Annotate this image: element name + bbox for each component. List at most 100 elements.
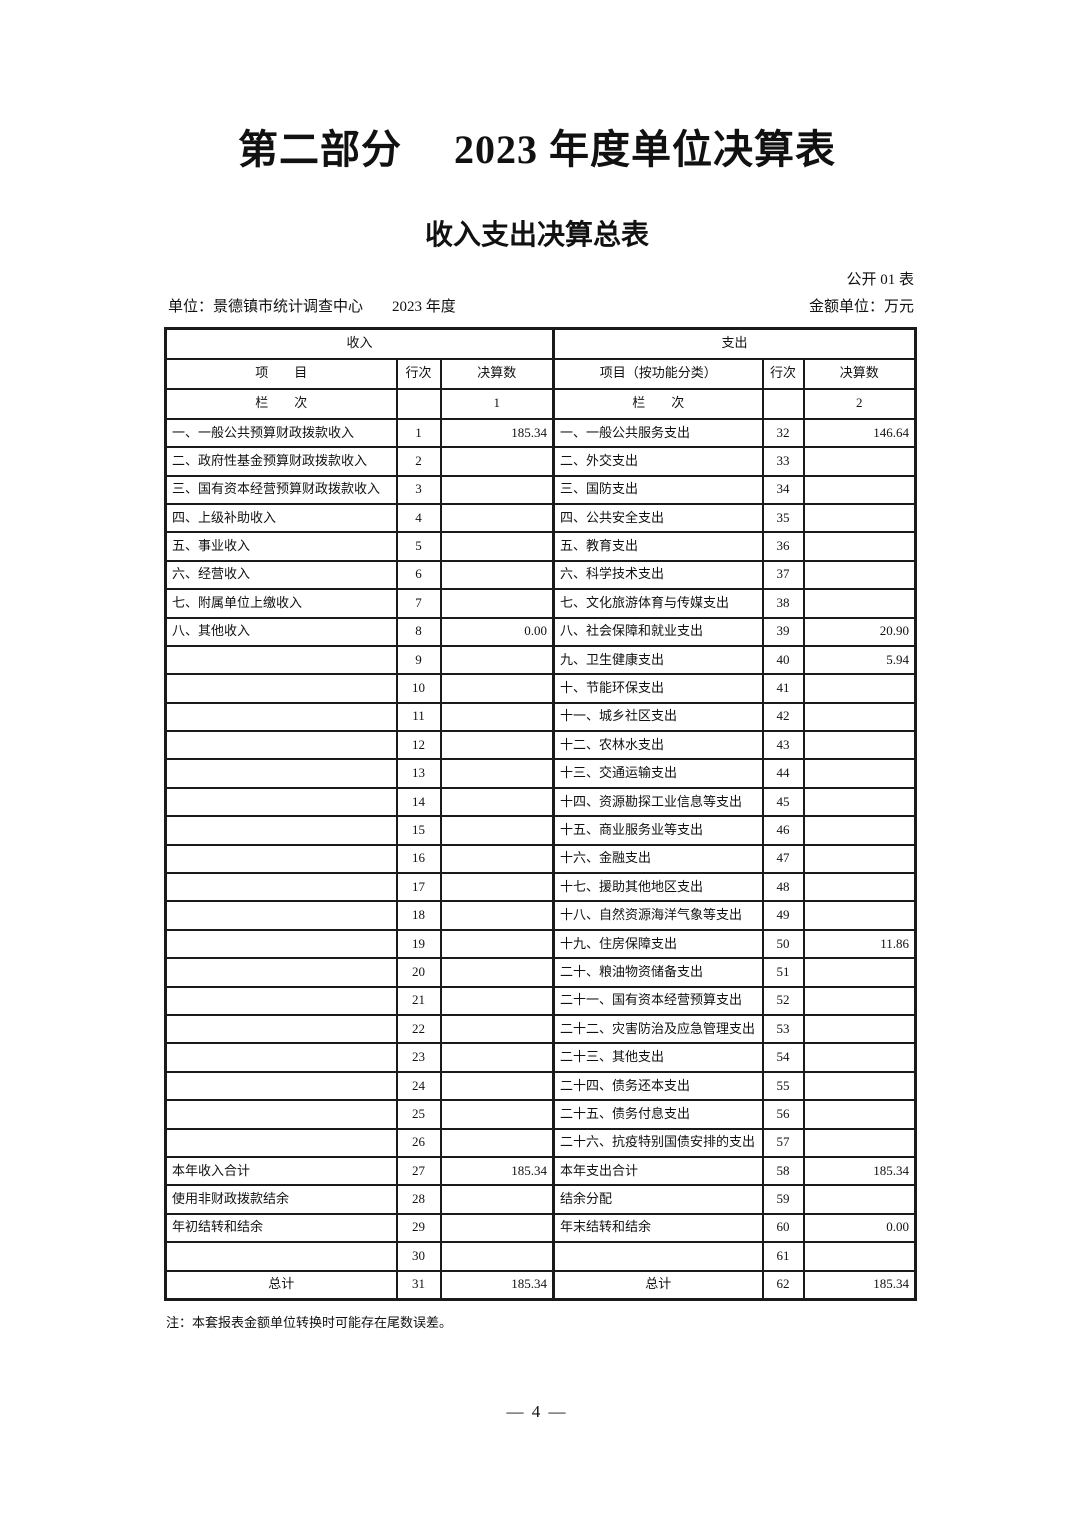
cell-right-item: 十、节能环保支出 [552, 673, 764, 704]
expense-section-header: 支出 [552, 327, 917, 360]
cell-right-row: 34 [761, 474, 805, 505]
cell-right-item: 十九、住房保障支出 [552, 928, 764, 960]
cell-left-amount [439, 588, 555, 619]
cell-right-amount [802, 985, 917, 1017]
table-meta: 公开 01 表 单位：景德镇市统计调查中心 2023 年度 金额单位：万元 [164, 269, 914, 318]
cell-right-item: 七、文化旅游体育与传媒支出 [552, 588, 764, 619]
amount-unit: 金额单位：万元 [808, 298, 914, 315]
cell-left-row: 26 [395, 1127, 442, 1158]
cell-right-amount [802, 900, 917, 931]
cell-left-amount [439, 1212, 555, 1244]
cell-right-row: 42 [761, 701, 805, 733]
table-code: 公开 01 表 [846, 271, 914, 288]
cell-right-item: 十八、自然资源海洋气象等支出 [552, 900, 764, 931]
cell-right-item: 二十六、抗疫特别国债安排的支出 [552, 1127, 764, 1158]
cell-right-amount [802, 1013, 917, 1045]
cell-right-item: 十四、资源勘探工业信息等支出 [552, 786, 764, 818]
cell-left-amount [439, 502, 555, 534]
cell-left-amount: 185.34 [439, 417, 555, 449]
cell-left-amount [439, 474, 555, 505]
cell-left-item [164, 1099, 398, 1130]
cell-left-row: 11 [395, 701, 442, 733]
cell-left-item: 一、一般公共预算财政拨款收入 [164, 417, 398, 449]
cell-right-item: 二十五、债务付息支出 [552, 1099, 764, 1130]
table-row: 25 二十五、债务付息支出 56 [164, 1099, 917, 1130]
cell-right-item [552, 1241, 764, 1272]
cell-left-amount [439, 446, 555, 477]
cell-left-row: 21 [395, 985, 442, 1017]
cell-left-row: 23 [395, 1042, 442, 1073]
footnote: 注：本套报表金额单位转换时可能存在尾数误差。 [166, 1314, 453, 1330]
section-header-row: 收入 支出 [164, 327, 917, 360]
cell-right-item: 本年支出合计 [552, 1155, 764, 1187]
cell-right-row: 55 [761, 1070, 805, 1102]
lanci-right-label: 栏 次 [552, 387, 764, 420]
cell-left-amount [439, 985, 555, 1017]
cell-left-row: 31 [395, 1269, 442, 1301]
cell-right-item: 六、科学技术支出 [552, 559, 764, 591]
fiscal-year: 2023 年度 [392, 298, 456, 315]
cell-right-row: 40 [761, 644, 805, 676]
cell-left-row: 12 [395, 730, 442, 761]
cell-right-item: 二十、粮油物资储备支出 [552, 957, 764, 988]
cell-left-item [164, 957, 398, 988]
table-row: 18 十八、自然资源海洋气象等支出 49 [164, 900, 917, 931]
table-row: 21 二十一、国有资本经营预算支出 52 [164, 985, 917, 1017]
cell-left-amount: 0.00 [439, 616, 555, 647]
cell-left-item [164, 928, 398, 960]
cell-left-amount [439, 957, 555, 988]
cell-left-row: 4 [395, 502, 442, 534]
cell-right-row: 33 [761, 446, 805, 477]
cell-right-item: 九、卫生健康支出 [552, 644, 764, 676]
cell-left-item [164, 1070, 398, 1102]
cell-left-amount [439, 900, 555, 931]
cell-right-row: 52 [761, 985, 805, 1017]
cell-right-item: 二十四、债务还本支出 [552, 1070, 764, 1102]
cell-left-amount: 185.34 [439, 1155, 555, 1187]
cell-right-amount [802, 559, 917, 591]
cell-left-item: 使用非财政拨款结余 [164, 1184, 398, 1215]
table-row: 二、政府性基金预算财政拨款收入 2 二、外交支出 33 [164, 446, 917, 477]
cell-left-row: 30 [395, 1241, 442, 1272]
cell-left-item [164, 1241, 398, 1272]
cell-left-row: 5 [395, 531, 442, 562]
cell-left-row: 14 [395, 786, 442, 818]
income-section-header: 收入 [164, 327, 555, 360]
cell-right-row: 54 [761, 1042, 805, 1073]
col-header-left-line: 行次 [395, 357, 442, 390]
cell-right-amount [802, 446, 917, 477]
table-row: 八、其他收入 8 0.00 八、社会保障和就业支出 39 20.90 [164, 616, 917, 647]
cell-right-item: 二、外交支出 [552, 446, 764, 477]
cell-left-row: 15 [395, 815, 442, 846]
cell-right-amount [802, 502, 917, 534]
cell-left-item: 四、上级补助收入 [164, 502, 398, 534]
cell-left-row: 16 [395, 843, 442, 875]
cell-left-item [164, 701, 398, 733]
table-row: 六、经营收入 6 六、科学技术支出 37 [164, 559, 917, 591]
cell-right-amount [802, 531, 917, 562]
cell-left-row: 25 [395, 1099, 442, 1130]
cell-right-item: 二十一、国有资本经营预算支出 [552, 985, 764, 1017]
cell-right-row: 43 [761, 730, 805, 761]
cell-left-row: 19 [395, 928, 442, 960]
col-header-left-item: 项 目 [164, 357, 398, 390]
cell-right-amount [802, 673, 917, 704]
cell-left-row: 29 [395, 1212, 442, 1244]
table-row: 年初结转和结余 29 年末结转和结余 60 0.00 [164, 1212, 917, 1244]
cell-left-amount [439, 786, 555, 818]
table-row: 三、国有资本经营预算财政拨款收入 3 三、国防支出 34 [164, 474, 917, 505]
cell-left-item [164, 872, 398, 903]
cell-left-amount [439, 1042, 555, 1073]
table-row: 14 十四、资源勘探工业信息等支出 45 [164, 786, 917, 818]
table-row: 一、一般公共预算财政拨款收入 1 185.34 一、一般公共服务支出 32 146.64 [164, 417, 917, 449]
cell-left-item [164, 815, 398, 846]
cell-right-amount: 0.00 [802, 1212, 917, 1244]
cell-right-amount [802, 474, 917, 505]
lanci-left-label: 栏 次 [164, 387, 398, 420]
part-title: 第二部分 2023 年度单位决算表 [238, 127, 836, 172]
cell-right-row: 36 [761, 531, 805, 562]
col-header-right-line: 行次 [761, 357, 805, 390]
lanci-left-blank [395, 387, 442, 420]
table-row: 23 二十三、其他支出 54 [164, 1042, 917, 1073]
cell-left-item: 年初结转和结余 [164, 1212, 398, 1244]
